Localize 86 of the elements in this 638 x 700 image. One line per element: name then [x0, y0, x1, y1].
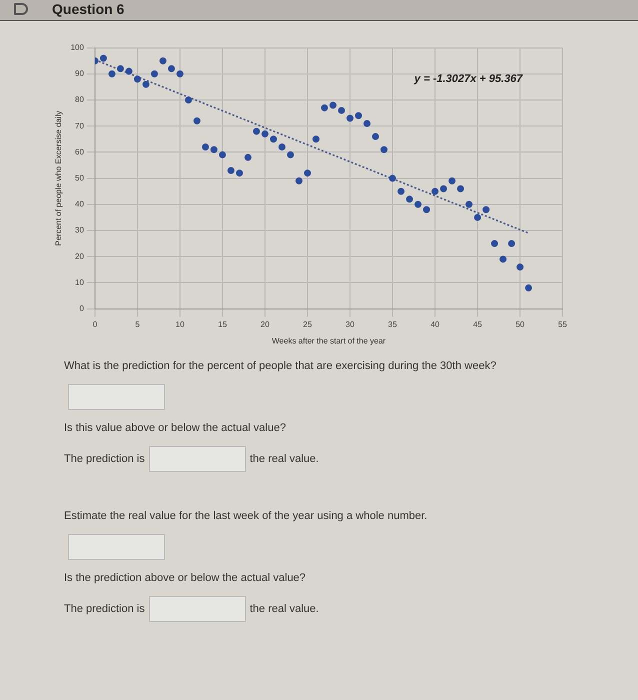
y-tick-label: 10 — [75, 278, 84, 287]
point — [525, 284, 532, 292]
point — [244, 154, 252, 161]
y-tick-label: 0 — [79, 304, 84, 314]
y-tick-label: 40 — [75, 200, 84, 209]
point — [193, 117, 200, 124]
point — [466, 200, 473, 208]
point — [184, 96, 192, 104]
x-tick-label: 5 — [135, 320, 140, 329]
x-tick-label: 40 — [430, 320, 440, 329]
x-tick-label: 10 — [176, 320, 185, 329]
point — [312, 136, 320, 143]
text: the real value. — [250, 603, 319, 615]
text: Estimate the real value for the last week of the year using a whole number. — [64, 510, 428, 522]
point — [236, 170, 243, 177]
point — [286, 151, 294, 158]
point — [398, 188, 405, 195]
x-tick-label: 25 — [303, 320, 312, 329]
point — [134, 76, 141, 83]
point — [116, 65, 124, 72]
point — [168, 65, 175, 72]
y-tick-label: 100 — [70, 43, 84, 52]
point — [423, 206, 430, 214]
point — [295, 177, 302, 184]
x-tick-label: 35 — [388, 320, 398, 329]
point — [406, 196, 414, 203]
point — [100, 54, 107, 62]
y-tick-label: 80 — [75, 95, 84, 104]
point — [432, 188, 439, 195]
point — [482, 206, 490, 214]
point — [125, 68, 132, 75]
point — [142, 80, 150, 88]
point — [304, 170, 311, 177]
y-tick-label: 70 — [75, 121, 84, 130]
chart-title: Question 6 — [52, 1, 124, 17]
point — [389, 174, 396, 182]
y-tick-label: 60 — [75, 147, 84, 156]
point — [380, 146, 388, 154]
point — [448, 177, 456, 184]
x-tick-label: 30 — [346, 320, 355, 329]
point — [159, 57, 166, 64]
x-tick-label: 15 — [218, 320, 228, 329]
annotation: y = -1.3027x + 95.367 — [413, 73, 524, 86]
point — [270, 136, 277, 143]
point — [516, 264, 524, 271]
text: The prediction is — [64, 453, 145, 465]
text: The prediction is — [64, 603, 145, 615]
y-axis-title: Percent of people who Excersise daily — [54, 110, 64, 246]
y-tick-label: 20 — [75, 252, 84, 261]
point — [252, 128, 260, 135]
x-tick-label: 45 — [473, 320, 483, 329]
point — [278, 143, 286, 150]
point — [210, 146, 218, 154]
text: Is this value above or below the actual value? — [64, 422, 286, 434]
point — [176, 70, 184, 78]
point — [218, 151, 226, 158]
y-tick-label: 50 — [75, 174, 84, 183]
point — [346, 114, 354, 122]
x-tick-label: 50 — [516, 320, 526, 329]
y-tick-label: 30 — [75, 226, 84, 235]
point — [202, 143, 209, 150]
point — [440, 185, 448, 192]
point — [321, 104, 328, 112]
point — [355, 112, 362, 120]
x-tick-label: 55 — [558, 320, 568, 329]
x-tick-label: 0 — [92, 320, 98, 329]
point — [261, 130, 268, 138]
text: the real value. — [250, 453, 319, 465]
point — [108, 70, 116, 78]
point — [364, 120, 371, 127]
point — [508, 240, 516, 248]
text: What is the prediction for the percent of people that are exercising during the 30th week? — [64, 360, 496, 372]
point — [338, 106, 345, 114]
point — [372, 133, 380, 140]
x-tick-label: 20 — [260, 320, 270, 329]
x-axis-title: Weeks after the start of the year — [272, 336, 386, 346]
y-tick-label: 90 — [75, 69, 84, 78]
point — [150, 70, 158, 78]
point — [457, 185, 464, 192]
point — [414, 200, 422, 208]
point — [330, 102, 336, 109]
text: Is the prediction above or below the actual value? — [64, 572, 306, 584]
point — [474, 214, 482, 221]
point — [491, 240, 498, 248]
point — [500, 256, 507, 263]
point — [227, 166, 234, 174]
